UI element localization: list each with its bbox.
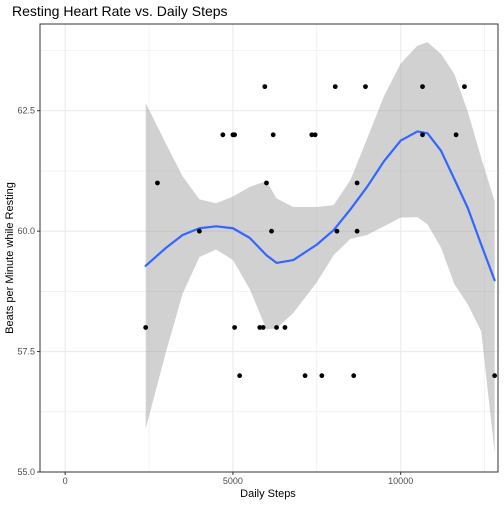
data-point bbox=[270, 132, 276, 138]
data-point bbox=[312, 132, 318, 138]
data-point bbox=[354, 180, 360, 186]
data-point bbox=[334, 228, 340, 234]
data-point bbox=[492, 373, 498, 379]
data-point bbox=[354, 228, 360, 234]
x-tick-label: 0 bbox=[63, 476, 68, 486]
x-axis-title: Daily Steps bbox=[240, 488, 296, 500]
confidence-ribbon bbox=[145, 42, 495, 453]
smooth-line bbox=[144, 130, 496, 282]
data-point bbox=[282, 325, 288, 330]
data-point bbox=[155, 180, 160, 186]
data-point bbox=[196, 228, 202, 234]
data-point bbox=[332, 84, 338, 90]
data-point bbox=[262, 84, 268, 90]
confidence-ribbon-layer bbox=[145, 42, 495, 453]
data-point bbox=[363, 84, 368, 90]
smooth-line-layer bbox=[144, 130, 496, 282]
data-point bbox=[274, 325, 279, 330]
data-point bbox=[420, 132, 425, 138]
data-point bbox=[143, 325, 149, 330]
x-tick-label: 10000 bbox=[388, 476, 413, 486]
data-point bbox=[237, 373, 243, 379]
panel-border bbox=[39, 23, 499, 473]
x-tick-label: 5000 bbox=[223, 476, 243, 486]
axis-layer: 0 5000 10000 55.0 57.5 60.0 62.5 bbox=[17, 106, 413, 486]
chart-title: Resting Heart Rate vs. Daily Steps bbox=[12, 3, 228, 19]
y-tick-label: 62.5 bbox=[17, 106, 35, 116]
y-tick-label: 60.0 bbox=[17, 226, 35, 236]
y-tick-label: 57.5 bbox=[17, 347, 35, 357]
data-point bbox=[420, 84, 425, 90]
data-point bbox=[453, 132, 459, 138]
data-point bbox=[220, 132, 226, 138]
data-point bbox=[264, 180, 269, 186]
data-point bbox=[319, 373, 325, 379]
data-point bbox=[302, 373, 308, 379]
data-point bbox=[269, 228, 274, 234]
y-tick-label: 55.0 bbox=[17, 467, 35, 477]
data-point bbox=[462, 84, 467, 90]
data-point bbox=[232, 325, 238, 330]
data-point bbox=[232, 132, 238, 138]
data-point bbox=[309, 132, 315, 138]
points-layer bbox=[143, 84, 498, 379]
y-axis-title: Beats per Minute while Resting bbox=[4, 182, 16, 334]
data-point bbox=[351, 373, 357, 379]
data-point bbox=[260, 325, 266, 330]
data-point bbox=[257, 325, 263, 330]
